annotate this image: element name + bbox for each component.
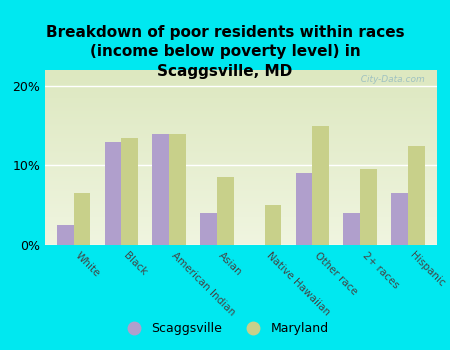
Bar: [169, 134, 186, 245]
Bar: [105, 142, 122, 245]
Bar: [360, 169, 377, 245]
Bar: [217, 177, 234, 245]
Bar: [343, 213, 360, 245]
Bar: [122, 138, 138, 245]
Text: Breakdown of poor residents within races
(income below poverty level) in
Scaggsv: Breakdown of poor residents within races…: [46, 25, 404, 79]
Bar: [153, 134, 169, 245]
Bar: [408, 146, 424, 245]
Bar: [391, 193, 408, 245]
Text: City-Data.com: City-Data.com: [355, 75, 425, 84]
Legend: Scaggsville, Maryland: Scaggsville, Maryland: [116, 317, 334, 340]
Bar: [265, 205, 281, 245]
Bar: [296, 173, 312, 245]
Bar: [312, 126, 329, 245]
Bar: [57, 225, 74, 245]
Bar: [200, 213, 217, 245]
Bar: [74, 193, 90, 245]
